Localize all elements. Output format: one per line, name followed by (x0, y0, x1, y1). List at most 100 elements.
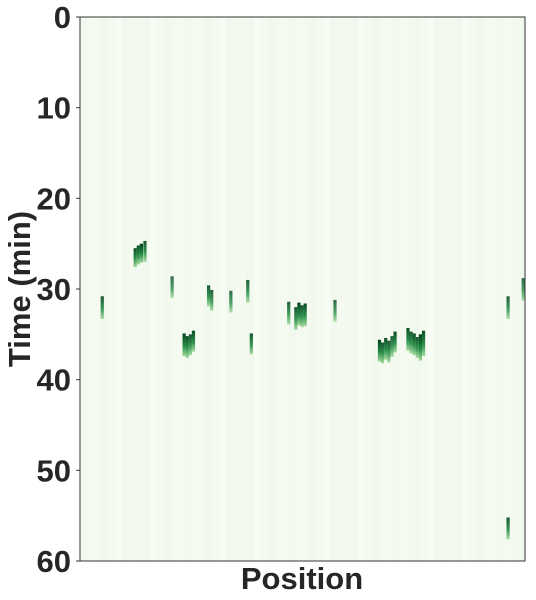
heatmap-event-mark (506, 296, 510, 319)
background-column (413, 17, 421, 561)
background-column (420, 17, 428, 561)
background-column (128, 17, 136, 561)
background-column (184, 17, 192, 561)
heatmap-event-mark (100, 296, 104, 319)
x-axis-label: Position (241, 561, 363, 596)
heatmap-event-mark (249, 333, 253, 355)
background-column (246, 17, 254, 561)
background-column (212, 17, 220, 561)
heatmap-event-mark (182, 333, 186, 357)
background-column (476, 17, 484, 561)
background-column (448, 17, 456, 561)
background-column (219, 17, 227, 561)
background-column (427, 17, 435, 561)
heatmap-event-mark (521, 278, 525, 301)
y-tick-label: 20 (37, 181, 71, 216)
heatmap-event-mark (170, 276, 174, 299)
background-column (497, 17, 505, 561)
background-column (114, 17, 122, 561)
background-column (288, 17, 296, 561)
y-tick-label: 0 (54, 0, 71, 35)
heatmap-event-mark (185, 336, 189, 358)
heatmap-event-mark (409, 331, 413, 354)
background-column (358, 17, 366, 561)
heatmap-event-mark (136, 245, 140, 265)
background-column (121, 17, 129, 561)
y-axis-ticks: 0 10 20 30 40 50 60 (37, 0, 80, 579)
heatmap-event-mark (393, 331, 397, 353)
heatmap-event-mark (229, 290, 233, 313)
background-column (295, 17, 303, 561)
y-tick-label: 60 (37, 544, 71, 579)
background-column (135, 17, 143, 561)
background-column (156, 17, 164, 561)
heatmap-event-mark (188, 334, 192, 356)
background-column (253, 17, 261, 561)
background-column (323, 17, 331, 561)
heatmap-event-mark (406, 327, 410, 351)
event-marks (100, 240, 525, 540)
background-column (483, 17, 491, 561)
background-column (177, 17, 185, 561)
heatmap-event-mark (294, 307, 298, 330)
background-column (378, 17, 386, 561)
background-column (441, 17, 449, 561)
y-tick-label: 10 (37, 91, 71, 126)
background-column (462, 17, 470, 561)
background-column (80, 17, 87, 561)
background-column (392, 17, 400, 561)
heatmap-event-mark (246, 279, 250, 303)
background-column (274, 17, 282, 561)
heatmap-event-mark (390, 336, 394, 357)
background-column (260, 17, 268, 561)
background-column (226, 17, 233, 561)
background-column (267, 17, 275, 561)
heatmap-event-mark (191, 330, 196, 352)
heatmap-event-mark (303, 303, 307, 327)
heatmap-event-mark (139, 243, 144, 263)
background-column (191, 17, 199, 561)
background-column (198, 17, 206, 561)
heatmap-event-mark (300, 305, 304, 328)
heatmap-event-mark (333, 299, 337, 322)
heatmap-event-mark (387, 340, 391, 363)
heatmap-event-mark (287, 301, 291, 325)
background-column (100, 17, 108, 561)
background-column (281, 17, 289, 561)
background-column (302, 17, 310, 561)
background-column (518, 17, 525, 561)
heatmap-event-mark (412, 333, 416, 356)
background-column (142, 17, 150, 561)
background-column (504, 17, 512, 561)
background-column (385, 17, 393, 561)
heatmap-event-mark (421, 330, 426, 357)
background-column (455, 17, 463, 561)
background-column (170, 17, 178, 561)
background-column (149, 17, 157, 561)
y-tick-label: 30 (37, 272, 71, 307)
background-column (107, 17, 115, 561)
y-axis-label: Time (min) (2, 211, 37, 367)
heatmap-event-mark (381, 342, 385, 364)
heatmap-event-mark (415, 337, 419, 358)
heatmap-event-mark (210, 289, 214, 311)
heatmap-event-mark (418, 334, 423, 361)
background-column (399, 17, 407, 561)
background-column (406, 17, 414, 561)
heatmap-event-mark (384, 337, 388, 360)
background-column (490, 17, 498, 561)
y-tick-label: 50 (37, 453, 71, 488)
background-column (511, 17, 519, 561)
background-column (351, 17, 359, 561)
heatmap-event-mark (133, 248, 137, 268)
background-column (337, 17, 345, 561)
background-column (232, 17, 240, 561)
background-column (86, 17, 94, 561)
heatmap-event-mark (506, 517, 510, 540)
background-column (434, 17, 442, 561)
background-column (93, 17, 101, 561)
heatmap-event-mark (297, 302, 301, 326)
background-column (372, 17, 379, 561)
y-tick-label: 40 (37, 363, 71, 398)
